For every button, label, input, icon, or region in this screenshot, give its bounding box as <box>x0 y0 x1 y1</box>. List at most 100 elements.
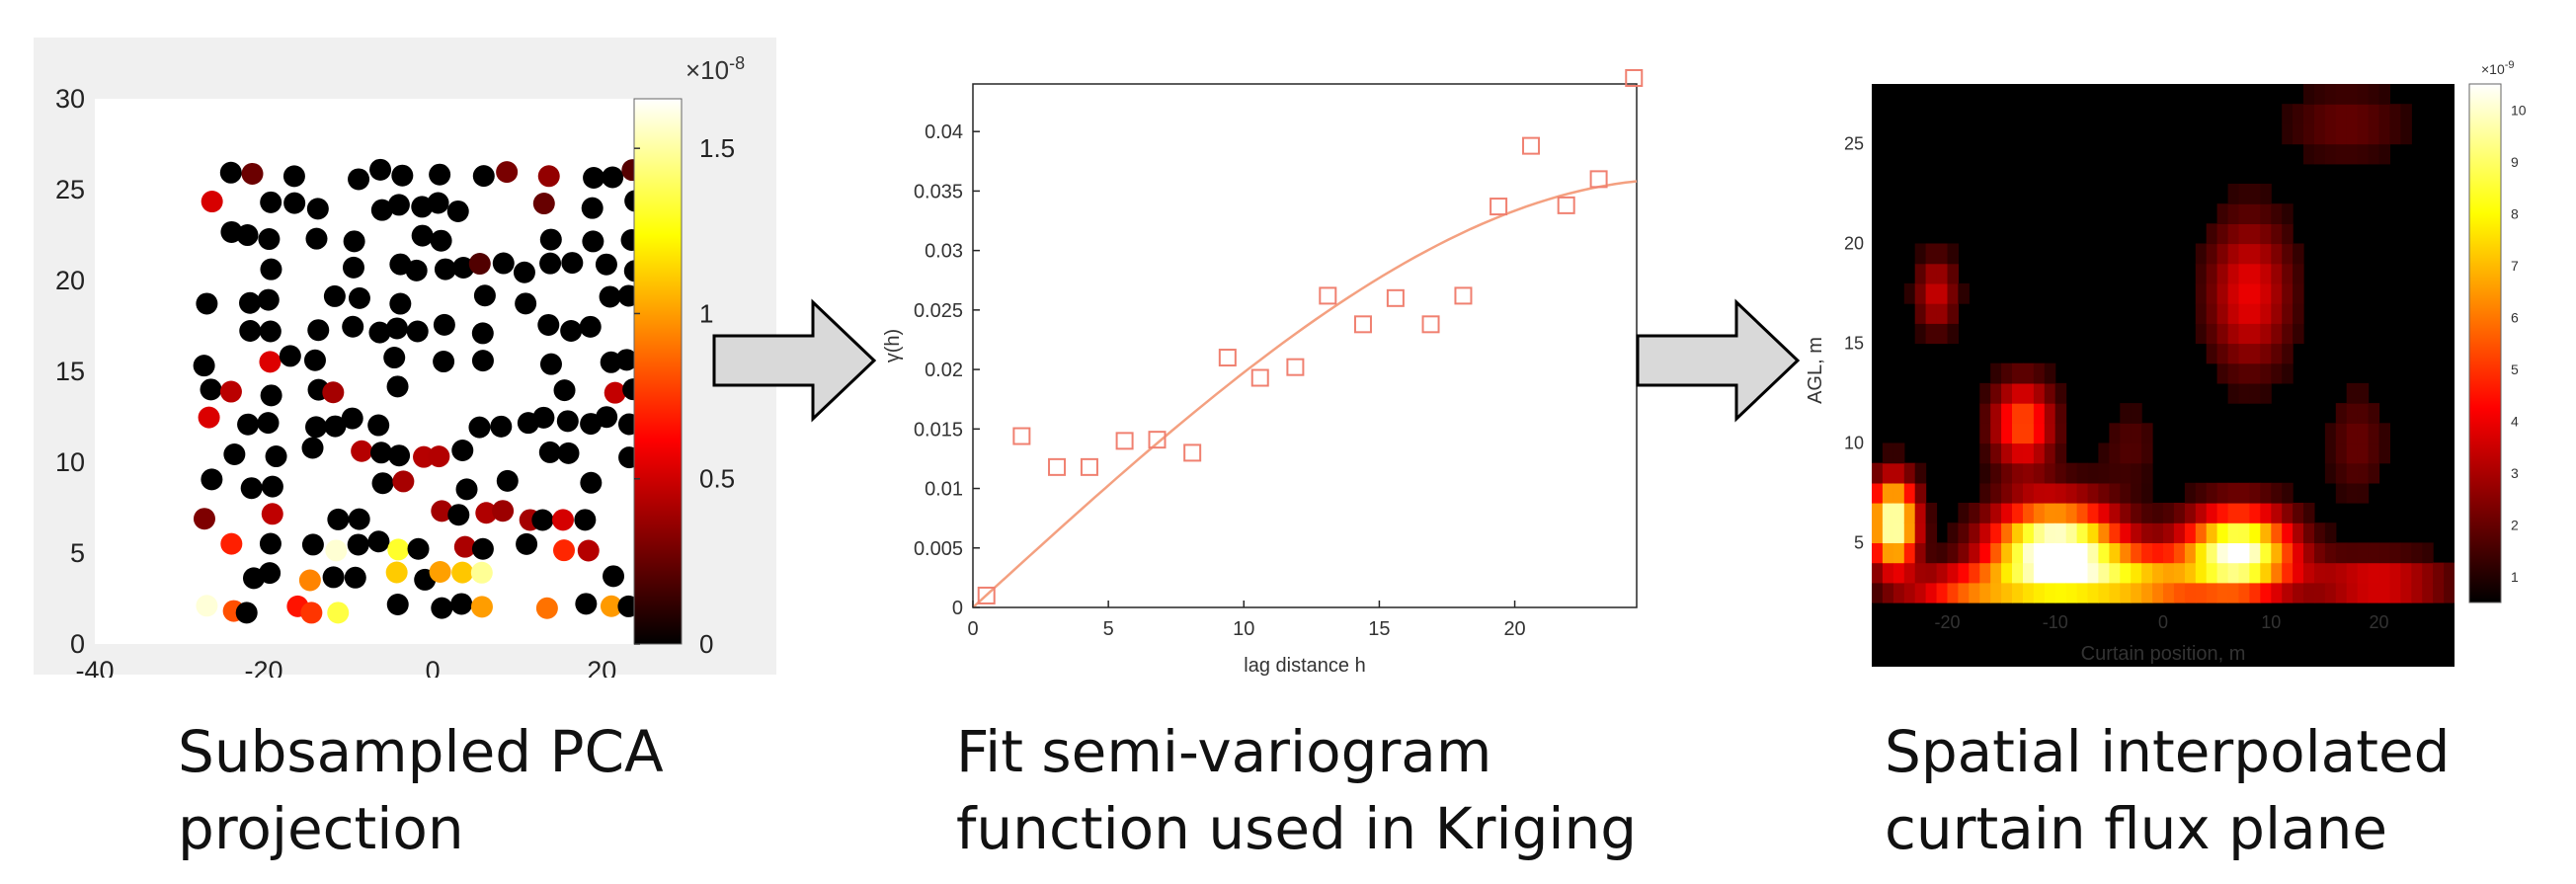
fit-curve <box>972 180 1638 608</box>
heatmap-cell <box>2109 442 2121 464</box>
heatmap-cell <box>2195 243 2208 265</box>
heatmap-cell <box>2249 482 2261 504</box>
scatter-point <box>492 500 515 522</box>
heatmap-cell <box>2444 562 2455 584</box>
colorbar-tick-label: 4 <box>2511 413 2519 429</box>
heatmap-cell <box>1914 323 1927 345</box>
heatmap-cell <box>2098 542 2110 564</box>
scatter-points <box>193 158 647 624</box>
heatmap-cell <box>2098 482 2110 504</box>
heatmap-cell <box>2249 542 2261 564</box>
scatter-point <box>429 163 451 186</box>
variogram-point <box>1250 368 1269 387</box>
heatmap-cell <box>2282 104 2294 124</box>
y-tick-label: 0 <box>70 629 85 659</box>
heatmap-cell <box>1958 562 1970 584</box>
scatter-point <box>303 349 326 371</box>
scatter-point <box>348 286 370 309</box>
heatmap-cell <box>2368 104 2380 124</box>
heatmap-cell <box>2260 282 2272 304</box>
heatmap-cell <box>2335 582 2348 603</box>
variogram-point <box>1589 170 1608 189</box>
scatter-point <box>260 384 282 407</box>
heatmap-cell <box>2260 184 2272 204</box>
y-tick-label: 0.005 <box>914 538 963 560</box>
heatmap-cell <box>1947 243 1959 265</box>
heatmap-cell <box>2238 282 2250 304</box>
x-axis-ticks: -20 -10 0 10 20 <box>1934 612 2388 632</box>
heatmap-cell <box>1990 462 2002 484</box>
heatmap-cell <box>1925 282 1938 304</box>
heatmap-cell <box>1914 303 1927 324</box>
heatmap-cell <box>2001 542 2013 564</box>
heatmap-cell <box>2087 562 2099 584</box>
heatmap-cell <box>2012 382 2024 404</box>
scatter-point <box>198 406 220 429</box>
heatmap-cell <box>1925 522 1938 543</box>
scatter-point <box>468 416 491 439</box>
scatter-point <box>602 166 624 189</box>
scatter-point <box>219 161 242 184</box>
scatter-point <box>240 477 263 500</box>
heatmap-cell <box>2195 263 2208 284</box>
scatter-point <box>200 378 222 401</box>
scatter-point <box>455 478 478 501</box>
heatmap-cell <box>2368 562 2380 584</box>
scatter-point <box>446 200 469 222</box>
heatmap-cell <box>2227 282 2240 304</box>
heatmap-cell <box>2012 482 2024 504</box>
heatmap-cell <box>2195 323 2208 345</box>
heatmap-cell <box>2335 562 2348 584</box>
scatter-point <box>385 317 408 340</box>
scatter-point <box>471 537 494 560</box>
x-tick-label: -20 <box>245 656 283 678</box>
scatter-point <box>492 252 515 275</box>
heatmap-cell <box>1892 522 1905 543</box>
colorbar-tick-label: 0.5 <box>699 464 735 494</box>
heatmap-cell <box>2293 282 2304 304</box>
heatmap-cell <box>2271 562 2283 584</box>
scatter-point <box>259 320 282 343</box>
heatmap-cell <box>2120 442 2132 464</box>
heatmap-cell <box>1947 522 1959 543</box>
scatter-point <box>257 412 280 435</box>
heatmap-cell <box>2293 522 2304 543</box>
heatmap-cell <box>2163 522 2175 543</box>
x-tick-label: -10 <box>2043 612 2068 632</box>
heatmap-cell <box>2216 503 2229 523</box>
scatter-point <box>539 228 562 251</box>
heatmap-cell <box>2271 203 2283 224</box>
y-tick-label: 20 <box>1844 234 1864 254</box>
heatmap-cell <box>2195 562 2208 584</box>
heatmap-cell <box>2044 582 2056 603</box>
y-tick-label: 0.02 <box>925 360 963 381</box>
scatter-point <box>615 349 638 371</box>
heatmap-cell <box>2282 223 2294 245</box>
heatmap-cell <box>2163 542 2175 564</box>
heatmap-cell <box>2065 522 2078 543</box>
heatmap-cell <box>2378 582 2390 603</box>
heatmap-cell <box>2184 522 2197 543</box>
heatmap-cell <box>2238 382 2250 404</box>
heatmap-cell <box>2141 482 2153 504</box>
heatmap-cell <box>2141 562 2153 584</box>
heatmap-cell <box>2076 582 2089 603</box>
scatter-point <box>193 508 215 530</box>
scatter-point <box>539 353 562 375</box>
heatmap-cell <box>2206 522 2218 543</box>
heatmap-cell <box>2238 503 2250 523</box>
variogram-point <box>1183 443 1202 462</box>
heatmap-cell <box>2033 442 2046 464</box>
scatter-point <box>391 164 414 187</box>
heatmap-cell <box>2293 323 2304 345</box>
heatmap-cell <box>2324 104 2337 124</box>
heatmap-cell <box>2087 542 2099 564</box>
heatmap-cell <box>2054 582 2067 603</box>
scatter-point <box>473 284 496 307</box>
heatmap-cell <box>2120 522 2132 543</box>
scatter-point <box>580 471 603 494</box>
variogram-point <box>1353 315 1372 334</box>
scatter-point <box>237 413 260 436</box>
heatmap-cell <box>2109 562 2121 584</box>
heatmap-cell <box>2023 542 2035 564</box>
